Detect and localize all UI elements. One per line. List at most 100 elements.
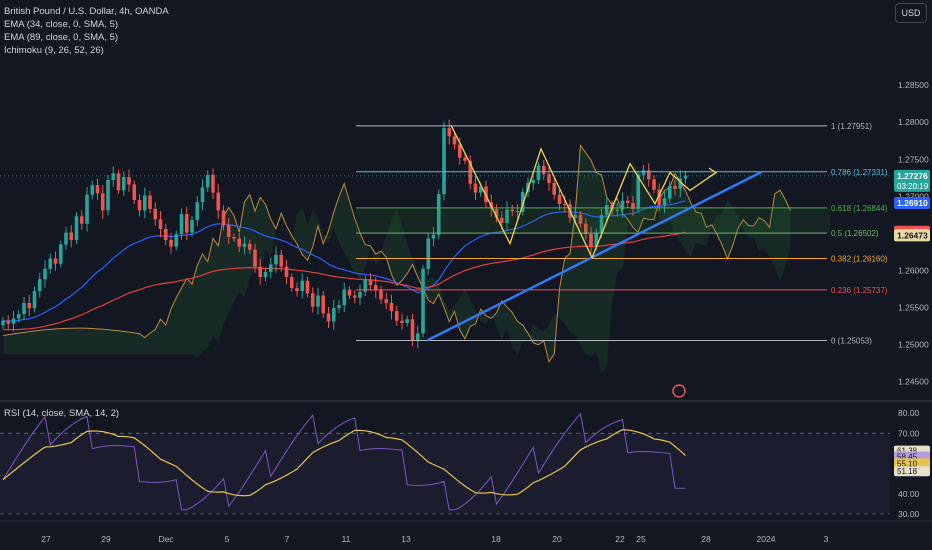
candle-body xyxy=(347,289,352,296)
fib-label: 0.618 (1.26844) xyxy=(831,204,888,213)
candle-body xyxy=(379,290,383,300)
candle-body xyxy=(221,210,226,226)
time-tick: 7 xyxy=(285,534,290,544)
candle-body xyxy=(662,198,667,206)
candle-body xyxy=(673,185,677,189)
candle-body xyxy=(58,244,63,264)
rsi-tag-label: 51.18 xyxy=(897,467,918,476)
candle-body xyxy=(499,217,504,223)
candle-body xyxy=(368,279,373,286)
candle-body xyxy=(589,234,593,247)
candle-body xyxy=(90,185,95,195)
rsi-tick: 70.00 xyxy=(898,428,920,438)
candle-body xyxy=(11,318,16,324)
candle-body xyxy=(358,291,362,298)
fib-label: 0.5 (1.26502) xyxy=(831,229,879,238)
candle-body xyxy=(158,219,163,229)
candle-body xyxy=(316,295,320,307)
fib-label: 1 (1.27951) xyxy=(831,122,872,131)
candle-body xyxy=(111,173,116,180)
candle-body xyxy=(263,271,268,278)
candle-body xyxy=(85,194,89,224)
candle-body xyxy=(631,202,635,209)
candle-body xyxy=(100,193,105,211)
candle-body xyxy=(578,214,583,224)
candle-body xyxy=(326,313,331,322)
candle-body xyxy=(547,174,551,183)
price-tick: 1.28500 xyxy=(898,80,929,90)
price-tick: 1.26000 xyxy=(898,265,929,275)
fib-label: 0.382 (1.26160) xyxy=(831,255,888,264)
price-tick: 1.28000 xyxy=(898,117,929,127)
candle-body xyxy=(646,170,651,180)
candle-body xyxy=(410,319,415,341)
rsi-tick: 40.00 xyxy=(898,489,920,499)
candle-body xyxy=(268,264,273,272)
candle-body xyxy=(27,302,32,309)
candle-body xyxy=(473,183,478,193)
price-pane[interactable]: 1 (1.27951) 0.786 (1.27331) 0.618 (1.26844… xyxy=(0,119,890,398)
candle-body xyxy=(620,200,625,210)
price-tag-label: 1.27276 xyxy=(897,171,928,181)
candle-body xyxy=(594,232,599,247)
trendline xyxy=(426,170,763,342)
ichimoku-cloud xyxy=(2,144,791,375)
candle-body xyxy=(442,128,446,195)
candle-body xyxy=(436,194,441,235)
candle-body xyxy=(232,237,236,239)
candle-body xyxy=(137,200,142,211)
flash-icon xyxy=(672,384,686,398)
candle-body xyxy=(16,314,21,319)
candle-body xyxy=(106,180,110,211)
fib-retracement: 1 (1.27951) 0.786 (1.27331) 0.618 (1.26844… xyxy=(356,122,888,346)
ema34-legend[interactable]: EMA (34, close, 0, SMA, 5) xyxy=(4,19,119,30)
candle-body xyxy=(258,266,263,278)
candle-body xyxy=(310,293,315,307)
candle-body xyxy=(426,238,431,269)
candle-body xyxy=(1,320,5,326)
chart-legend: British Pound / U.S. Dollar, 4h, OANDA E… xyxy=(4,5,169,57)
symbol-title[interactable]: British Pound / U.S. Dollar, 4h, OANDA xyxy=(4,6,169,17)
time-tick: 2024 xyxy=(757,534,776,544)
candle-body xyxy=(174,234,179,247)
candle-body xyxy=(205,174,210,188)
axes: 1.285001.280001.275001.270001.265001.260… xyxy=(0,80,932,544)
candle-body xyxy=(253,249,257,267)
ema89-legend[interactable]: EMA (89, close, 0, SMA, 5) xyxy=(4,32,119,43)
candle-body xyxy=(615,209,620,211)
currency-button[interactable]: USD xyxy=(895,3,927,23)
candle-body xyxy=(22,302,26,315)
candle-body xyxy=(79,216,84,224)
countdown-label: 03:20:19 xyxy=(897,182,929,191)
time-tick: 28 xyxy=(701,534,711,544)
time-tick: 22 xyxy=(615,534,625,544)
price-tick: 1.25000 xyxy=(898,339,929,349)
candle-body xyxy=(142,195,147,211)
rsi-tag-label: 58.45 xyxy=(897,453,918,462)
candle-body xyxy=(289,277,294,289)
candle-body xyxy=(678,178,683,189)
time-tick: 18 xyxy=(491,534,501,544)
ichimoku-legend[interactable]: Ichimoku (9, 26, 52, 26) xyxy=(4,45,104,56)
time-tick: 11 xyxy=(342,534,351,544)
time-tick: 20 xyxy=(552,534,562,544)
rsi-ma-line xyxy=(2,429,686,497)
candle-body xyxy=(279,254,284,267)
candle-body xyxy=(573,214,578,218)
rsi-legend[interactable]: RSI (14, close, SMA, 14, 2) xyxy=(4,408,120,419)
candle-body xyxy=(148,195,152,209)
candle-body xyxy=(121,177,126,191)
candle-body xyxy=(494,208,499,218)
candle-body xyxy=(242,243,247,247)
candle-body xyxy=(237,238,242,247)
price-tick: 1.27500 xyxy=(898,154,929,164)
candle-body xyxy=(116,173,121,191)
rsi-pane[interactable] xyxy=(0,412,890,515)
candle-body xyxy=(505,209,509,223)
rsi-tick: 30.00 xyxy=(898,509,920,519)
rsi-line xyxy=(2,412,686,511)
candle-body xyxy=(226,225,231,238)
candle-body xyxy=(195,202,200,220)
candle-body xyxy=(6,320,11,324)
